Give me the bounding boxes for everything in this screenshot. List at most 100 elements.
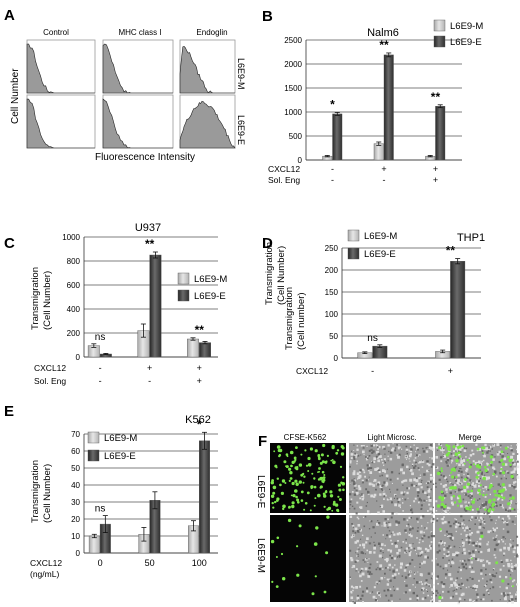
legend-label: L6E9-M	[194, 274, 227, 285]
fluorescent-cell	[327, 506, 332, 511]
microscopy-grid	[270, 443, 520, 605]
fluorescent-cell	[318, 467, 321, 470]
fluorescent-cell	[466, 482, 470, 486]
fluorescent-cell	[276, 445, 281, 449]
condition-value: +	[197, 376, 202, 386]
fluorescent-cell	[304, 449, 307, 452]
fluorescent-cell	[295, 446, 298, 449]
y-tick-label: 250	[325, 244, 339, 253]
fluorescent-cell	[342, 488, 345, 492]
fluorescent-cell	[272, 506, 275, 509]
fluorescent-cell	[484, 508, 487, 511]
bar	[332, 113, 343, 161]
fluorescent-cell	[329, 494, 334, 498]
fluorescent-cell	[500, 488, 505, 493]
bar	[383, 54, 394, 161]
fluorescent-cell	[471, 557, 473, 560]
y-axis-label: Transmigration(Cell Number)	[30, 267, 53, 330]
fluorescent-cell	[314, 497, 317, 500]
fluorescent-cell	[296, 498, 300, 502]
fluorescent-cell	[339, 465, 343, 468]
fluorescent-cell	[300, 499, 304, 502]
fluorescent-cell	[292, 494, 296, 498]
y-tick-label: 150	[325, 288, 339, 297]
fluorescent-cell	[497, 494, 501, 498]
fluorescent-cell	[457, 451, 461, 455]
histogram-plot	[179, 39, 236, 94]
panel-a-col-control: Control	[43, 28, 69, 37]
fluorescent-cell	[310, 486, 313, 490]
fluorescent-cell	[270, 539, 275, 544]
fluorescent-cell	[296, 466, 299, 469]
fluorescent-cell	[338, 498, 342, 501]
fluorescent-cell	[295, 495, 298, 499]
fluorescent-cell	[491, 502, 496, 506]
fluorescent-cell	[448, 449, 451, 452]
fluorescent-cell	[321, 460, 325, 464]
fluorescent-cell	[501, 462, 505, 466]
fluorescent-cell	[436, 504, 441, 508]
fluorescent-cell	[275, 585, 279, 588]
panel-c-chart: C U937 Transmigration(Cell Number) 0 200 400 6…	[4, 222, 227, 386]
fluorescent-cell	[313, 477, 316, 480]
fluorescent-cell	[289, 471, 293, 475]
microscopy-tile	[435, 515, 519, 605]
y-axis-label-line: (Cell Number)	[276, 246, 287, 305]
legend-swatch	[87, 449, 100, 462]
y-tick-label: 0	[298, 156, 303, 165]
fluorescent-cell	[279, 483, 282, 487]
panel-a-col-endoglin: Endoglin	[196, 28, 227, 37]
fluorescent-cell	[290, 494, 293, 497]
fluorescent-cell	[436, 471, 441, 476]
fluorescent-cell	[470, 489, 474, 493]
y-axis-label-line: Transmigration	[264, 242, 275, 305]
bar	[88, 535, 100, 554]
fluorescent-cell	[313, 504, 316, 507]
chart-title: U937	[135, 222, 161, 234]
bar	[435, 106, 446, 161]
fluorescent-cell	[283, 460, 287, 464]
fluorescent-cell	[286, 455, 289, 458]
fluorescent-cell	[340, 445, 344, 449]
fluorescent-cell	[476, 471, 480, 475]
fluorescent-cell	[282, 577, 286, 581]
y-tick-label: 1000	[62, 233, 80, 242]
fluorescent-cell	[322, 492, 326, 496]
fluorescent-cell	[488, 464, 491, 467]
fluorescent-cell	[502, 496, 506, 500]
chart-title: K562	[185, 414, 211, 426]
fluorescent-cell	[275, 556, 278, 558]
significance-label: ns	[95, 504, 106, 515]
y-tick-label: 0	[76, 549, 81, 558]
fluorescent-cell	[282, 504, 286, 509]
fluorescent-cell	[311, 472, 314, 475]
condition-label: CXCL12	[30, 558, 62, 568]
fluorescent-cell	[315, 526, 319, 530]
fluorescent-cell	[298, 480, 302, 484]
microscopy-tile	[435, 443, 520, 516]
y-tick-label: 0	[334, 354, 339, 363]
significance-label: *	[197, 417, 202, 431]
fluorescent-cell	[336, 508, 340, 512]
panel-f-col-merge: Merge	[459, 433, 482, 442]
fluorescent-cell	[441, 496, 445, 500]
fluorescent-cell	[291, 481, 295, 486]
fluorescent-cell	[276, 499, 279, 502]
fluorescent-cell	[323, 505, 326, 508]
histogram-fill	[26, 43, 95, 94]
fluorescent-cell	[509, 463, 512, 466]
fluorescent-cell	[509, 577, 512, 580]
fluorescent-cell	[332, 502, 336, 506]
microscopy-tile	[349, 515, 436, 604]
fluorescent-cell	[476, 465, 479, 468]
fluorescent-cell	[467, 490, 470, 493]
fluorescent-cell	[331, 459, 334, 461]
fluorescent-cell	[464, 477, 467, 481]
fluorescent-cell	[487, 500, 492, 504]
fluorescent-cell	[458, 455, 462, 458]
fluorescent-cell	[301, 473, 305, 476]
fluorescent-cell	[510, 474, 514, 479]
fluorescent-cell	[440, 502, 444, 506]
fluorescent-cell	[302, 481, 305, 484]
fluorescent-cell	[322, 443, 326, 448]
